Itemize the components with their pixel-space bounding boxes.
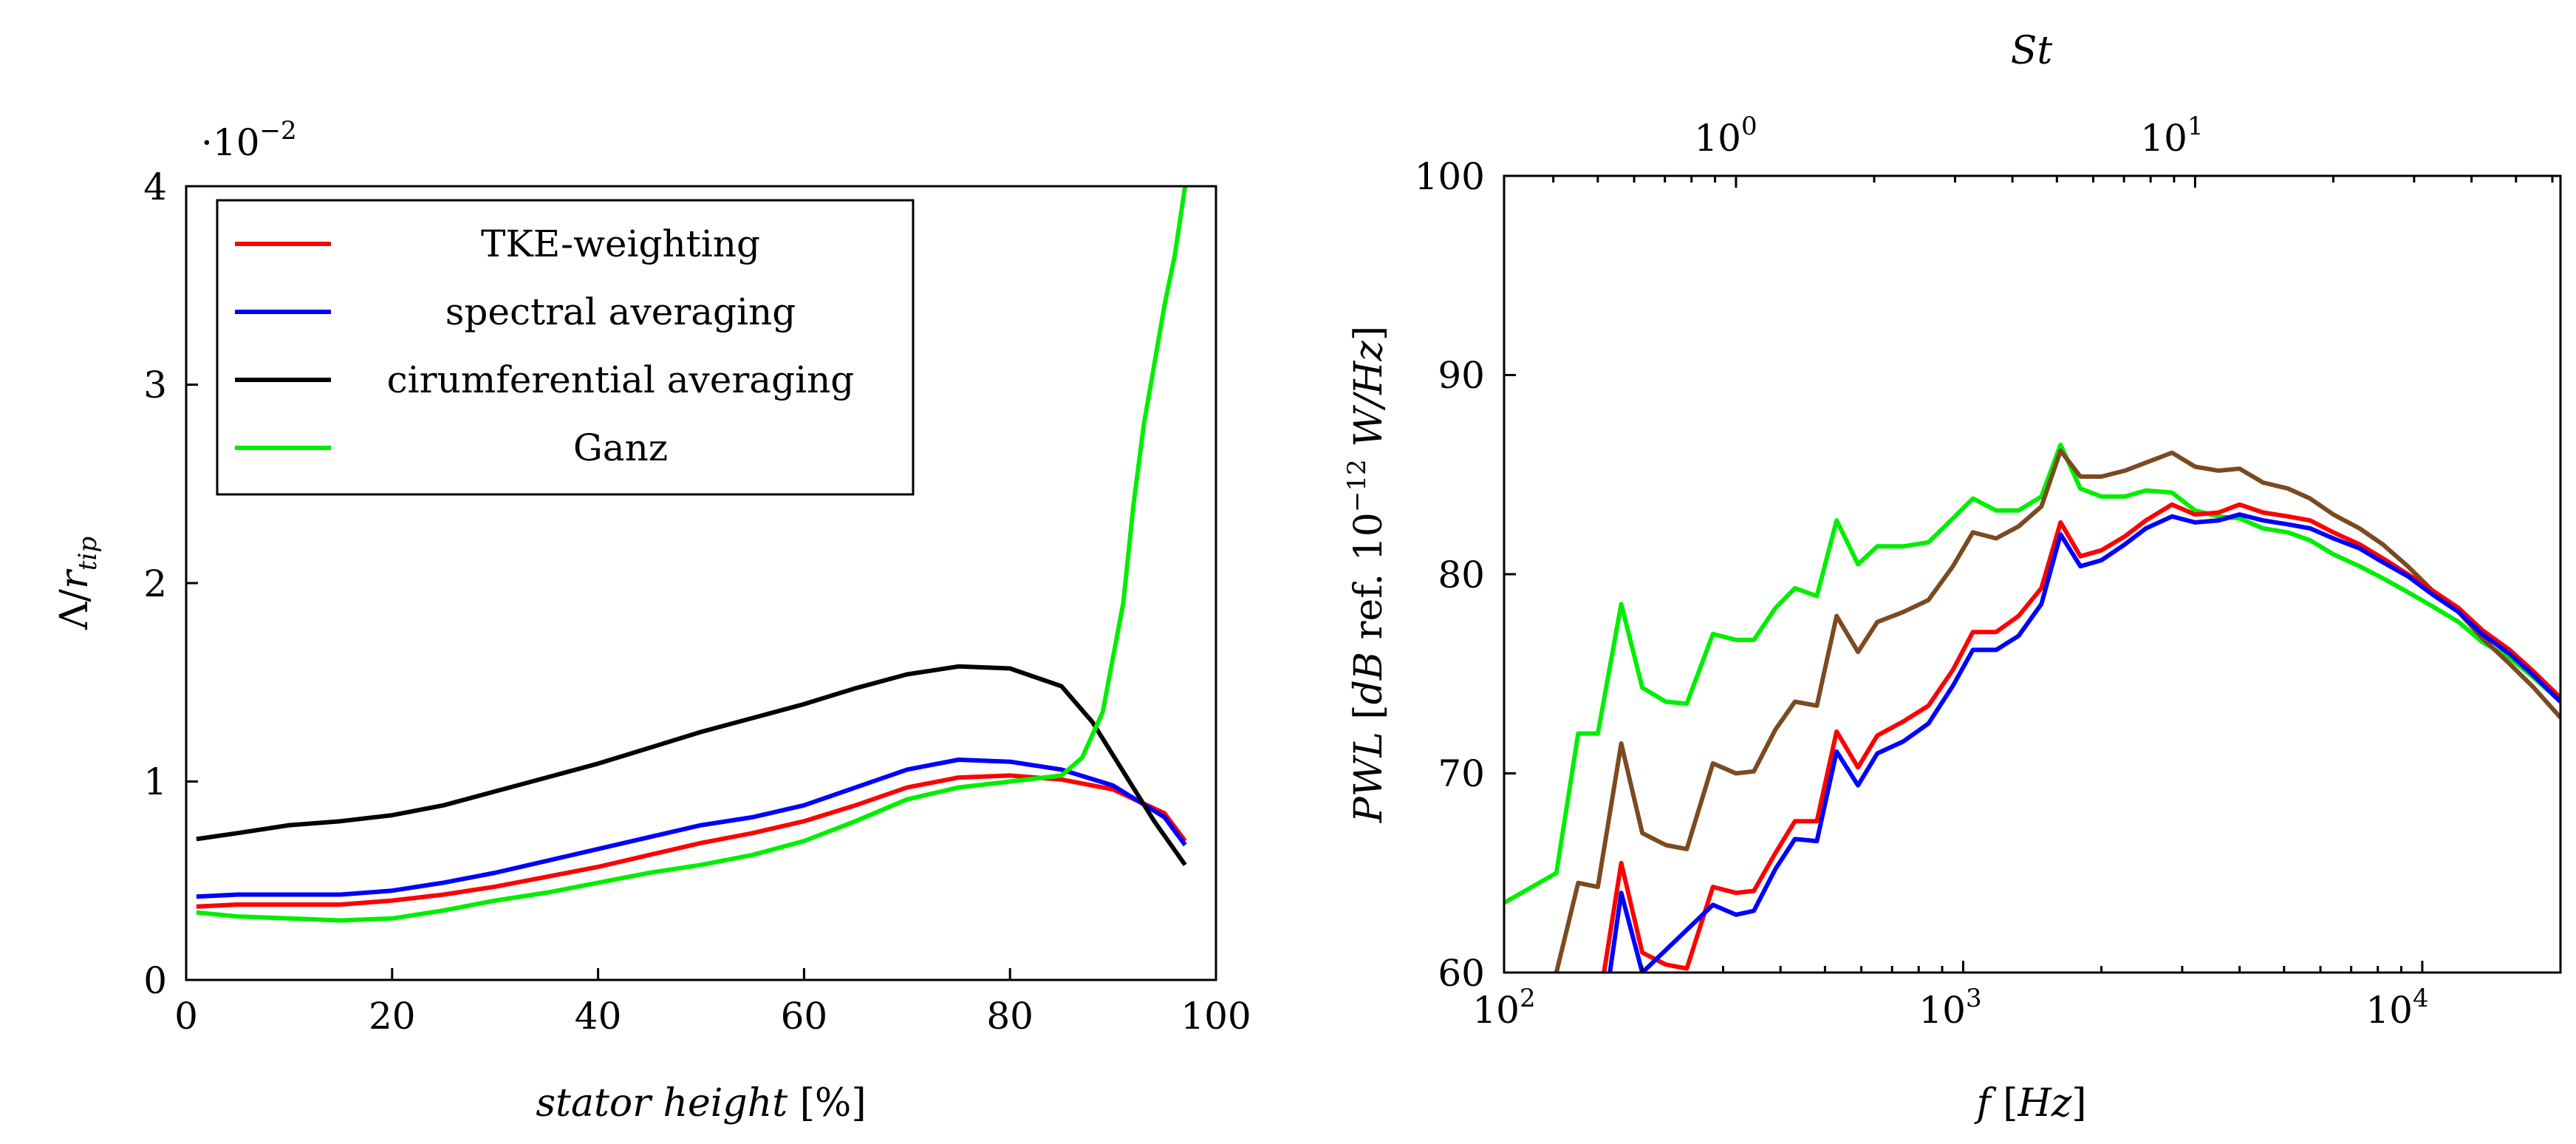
right-series-red <box>1602 502 2560 973</box>
left-y-multiplier: ·10−2 <box>201 116 297 164</box>
legend-label-circumferential: cirumferential averaging <box>387 358 855 401</box>
left-series-group <box>196 186 1188 923</box>
right-x-label-space <box>1991 1081 2003 1126</box>
right-x-label-close: ] <box>2071 1081 2086 1126</box>
right-y-label-close: ] <box>1347 326 1391 341</box>
right-top-axis-label: St <box>2011 29 2053 73</box>
right-xtick-10000-exp: 4 <box>2413 984 2429 1013</box>
left-ytick-label-0: 0 <box>143 959 167 1002</box>
right-x-label-hz: Hz <box>2018 1081 2072 1126</box>
left-x-label-main: stator height <box>536 1081 788 1126</box>
right-chart: 102 103 104 100 101 St 60 70 80 90 100 f… <box>1342 29 2562 1126</box>
right-xtick-label-1000: 103 <box>1919 984 1981 1032</box>
right-series-blue <box>1608 512 2560 973</box>
right-xtick-1000-base: 10 <box>1919 989 1966 1032</box>
right-x-label-open: [ <box>2003 1081 2018 1126</box>
right-xtick-label-10000: 104 <box>2365 984 2428 1032</box>
right-xtick-10000-base: 10 <box>2365 989 2413 1032</box>
legend-label-tke: TKE-weighting <box>481 222 760 265</box>
left-x-label-space <box>788 1081 800 1126</box>
legend-label-ganz: Ganz <box>573 426 668 469</box>
left-xtick-label-20: 20 <box>369 995 416 1038</box>
left-y-axis: 0 1 2 3 4 <box>143 166 198 1002</box>
right-xtick-label-100: 102 <box>1472 984 1535 1032</box>
right-y-label-ref: ref. 10 <box>1347 512 1391 639</box>
right-y-label-exp: −12 <box>1342 459 1372 512</box>
left-y-multiplier-base: ·10 <box>201 121 260 164</box>
left-xtick-label-60: 60 <box>781 995 828 1038</box>
left-series-ganz <box>196 186 1188 923</box>
right-y-label: PWL [dB ref. 10−12 W/Hz] <box>1342 326 1391 823</box>
right-top-tick-10-base: 10 <box>2140 117 2187 160</box>
right-xtick-100-base: 10 <box>1472 989 1520 1032</box>
right-x-ticks <box>1503 961 2562 973</box>
left-xtick-label-100: 100 <box>1181 995 1251 1038</box>
left-series-tke-weighting <box>196 773 1187 909</box>
left-ytick-label-4: 4 <box>143 166 167 208</box>
right-y-label-s1 <box>1347 720 1391 732</box>
left-ytick-label-3: 3 <box>143 364 167 406</box>
right-series-green <box>1504 442 2560 905</box>
left-y-label: Λ/rtip <box>52 537 103 630</box>
left-ytick-label-1: 1 <box>143 760 167 803</box>
left-y-label-lambda: Λ/ <box>52 589 97 631</box>
right-y-label-pwl: PWL <box>1347 732 1391 823</box>
left-y-label-r: r <box>52 568 97 589</box>
legend-label-spectral: spectral averaging <box>445 290 796 333</box>
right-y-label-whz: W/Hz <box>1347 341 1391 447</box>
right-top-tick-label-10: 101 <box>2140 112 2203 160</box>
right-top-tick-1-exp: 0 <box>1741 112 1757 141</box>
left-x-axis: 0 20 40 60 80 100 <box>174 968 1251 1038</box>
left-xtick-label-40: 40 <box>575 995 622 1038</box>
right-top-tick-1-base: 10 <box>1694 117 1741 160</box>
left-xtick-label-0: 0 <box>174 995 198 1038</box>
right-y-label-s3 <box>1347 447 1391 460</box>
right-y-label-s2 <box>1347 639 1391 652</box>
left-xtick-label-80: 80 <box>986 995 1034 1038</box>
left-x-label: stator height [%] <box>536 1081 866 1126</box>
right-y-label-db: dB <box>1347 652 1391 705</box>
legend-box <box>216 199 915 496</box>
left-series-spectral-averaging <box>196 757 1187 899</box>
right-x-label: f [Hz] <box>1973 1081 2086 1126</box>
left-series-circumferential-averaging <box>196 664 1187 867</box>
right-ytick-label-80: 80 <box>1438 554 1485 596</box>
left-x-label-unit: [%] <box>800 1081 867 1126</box>
left-y-label-sub: tip <box>73 537 103 571</box>
right-ytick-label-90: 90 <box>1438 354 1485 397</box>
right-series-group <box>1504 442 2560 973</box>
right-y-axis: 60 70 80 90 100 <box>1415 155 1516 995</box>
right-ytick-label-70: 70 <box>1438 752 1485 795</box>
left-y-multiplier-exp: −2 <box>260 116 297 146</box>
right-xtick-1000-exp: 3 <box>1966 984 1982 1013</box>
left-ytick-label-2: 2 <box>143 562 167 605</box>
left-chart: 0 20 40 60 80 100 0 1 2 3 4 ·10−2 stator… <box>52 116 1251 1126</box>
right-top-ticks <box>1552 176 2554 188</box>
right-series-brown <box>1554 448 2560 973</box>
right-ytick-label-100: 100 <box>1415 155 1485 198</box>
left-legend: TKE-weighting spectral averaging cirumfe… <box>216 199 915 496</box>
right-y-label-open: [ <box>1347 704 1391 719</box>
right-xtick-100-exp: 2 <box>1520 984 1536 1013</box>
right-top-tick-10-exp: 1 <box>2187 112 2204 141</box>
right-top-tick-label-1: 100 <box>1694 112 1757 160</box>
right-ytick-label-60: 60 <box>1438 952 1485 995</box>
